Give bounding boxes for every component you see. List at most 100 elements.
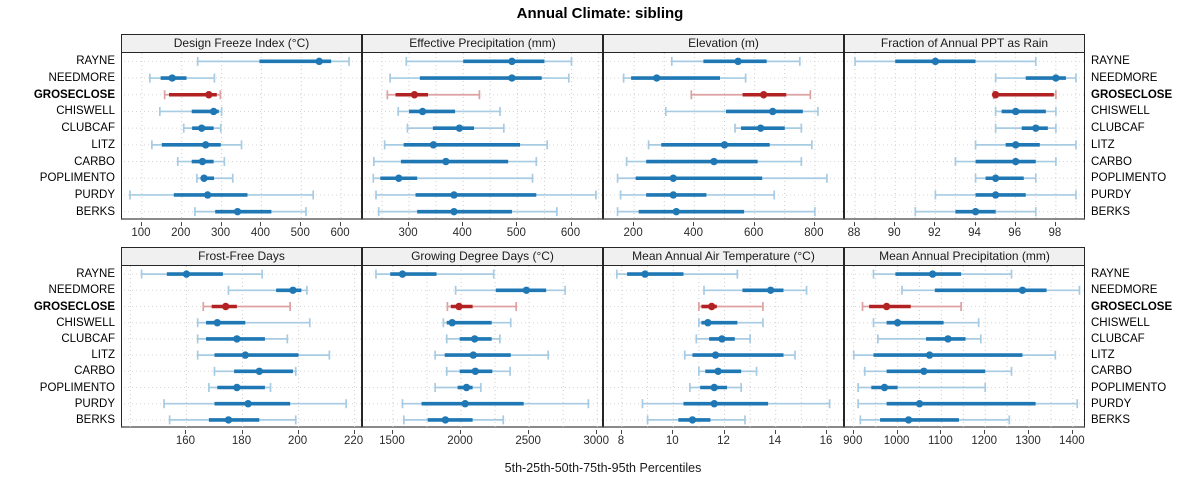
median-point: [893, 319, 902, 327]
median-point: [1012, 157, 1020, 166]
axis-tick-label: 1500: [379, 435, 405, 447]
panel-axis: 200 400 600 800: [603, 222, 844, 240]
axis-tick: [672, 430, 674, 434]
panel-plot: [844, 266, 1085, 428]
axis-tick-label: 1100: [928, 435, 953, 447]
site-label-left: RAYNE: [76, 268, 115, 281]
axis-tick: [570, 222, 572, 226]
axis-tick: [180, 222, 182, 226]
axis-tick-label: 14: [768, 435, 782, 447]
axis-tick: [854, 222, 856, 226]
site-label-right: CARBO: [1091, 365, 1132, 378]
median-point: [669, 191, 677, 199]
axis-tick-label: 400: [250, 227, 270, 239]
site-label-left: CHISWELL: [56, 105, 115, 118]
site-label-right: CARBO: [1091, 155, 1132, 168]
median-point: [471, 367, 480, 375]
panel-header: Elevation (m): [603, 34, 844, 53]
median-point: [944, 335, 952, 343]
median-point: [925, 351, 934, 359]
panel-plot-svg: [365, 53, 602, 220]
median-point: [641, 270, 649, 278]
panel-header: Growing Degree Days (°C): [362, 247, 603, 266]
panel-plot: [121, 266, 362, 428]
site-label-left: CARBO: [74, 365, 115, 378]
median-point: [1052, 74, 1060, 82]
axis-tick-label: 96: [1008, 227, 1022, 239]
panel-axis: 300 400 500 600: [362, 222, 603, 240]
site-label-right: LITZ: [1091, 349, 1115, 362]
median-point: [233, 207, 242, 216]
axis-tick: [340, 222, 342, 226]
axis-tick: [220, 222, 222, 226]
site-label-left: CLUBCAF: [61, 332, 115, 345]
median-point: [991, 91, 1000, 99]
median-point: [710, 383, 718, 392]
median-point: [710, 157, 718, 166]
axis-tick: [940, 430, 942, 434]
median-point: [769, 107, 777, 116]
median-point: [734, 57, 742, 66]
axis-tick: [260, 222, 262, 226]
site-label-left: PURDY: [74, 397, 115, 410]
median-point: [1012, 141, 1020, 149]
axis-tick: [826, 430, 828, 434]
median-point: [1012, 107, 1020, 116]
axis-tick-label: 90: [887, 227, 901, 239]
median-point: [450, 207, 458, 216]
median-point: [704, 319, 712, 327]
median-point: [931, 57, 940, 66]
median-point: [315, 57, 323, 66]
axis-tick: [1014, 222, 1016, 226]
site-label-right: PURDY: [1091, 188, 1132, 201]
axis-tick-label: 100: [131, 227, 151, 239]
site-label-right: CHISWELL: [1091, 316, 1150, 329]
site-label-left: POPLIMENTO: [39, 381, 115, 394]
median-point: [928, 270, 937, 278]
median-point: [904, 416, 913, 424]
site-label-left: CARBO: [74, 155, 115, 168]
panel-axis: 900 1000 1100 1200 1300 1400: [843, 430, 1085, 448]
axis-tick: [408, 222, 410, 226]
median-point: [707, 302, 716, 311]
panel-axis: 1500 2000 2500 3000: [362, 430, 609, 448]
site-label-right: RAYNE: [1091, 268, 1130, 281]
panel-axis: 88 90 92 94 96 98: [844, 222, 1085, 240]
axis-tick-label: 1200: [971, 435, 997, 447]
median-point: [205, 91, 213, 99]
axis-tick-label: 600: [744, 227, 764, 239]
site-label-left: RAYNE: [76, 55, 115, 68]
site-label-right: NEEDMORE: [1091, 284, 1158, 297]
site-label-left: PURDY: [74, 188, 115, 201]
axis-tick: [140, 222, 142, 226]
median-point: [880, 383, 889, 392]
median-point: [688, 416, 697, 424]
median-point: [289, 286, 297, 294]
axis-tick: [693, 222, 695, 226]
site-label-right: POPLIMENTO: [1091, 381, 1167, 394]
median-point: [710, 400, 718, 408]
axis-tick: [353, 430, 355, 434]
axis-tick: [620, 430, 622, 434]
median-point: [241, 351, 250, 359]
panel-plot-svg: [606, 53, 843, 220]
axis-tick-label: 98: [1048, 227, 1062, 239]
axis-tick: [300, 222, 302, 226]
axis-tick: [894, 222, 896, 226]
median-point: [759, 91, 768, 99]
axis-tick: [813, 222, 815, 226]
median-point: [669, 174, 677, 182]
median-point: [168, 74, 176, 82]
median-point: [991, 191, 1000, 199]
axis-tick: [633, 222, 635, 226]
axis-tick-label: 1400: [1059, 435, 1085, 447]
panel-header: Fraction of Annual PPT as Rain: [844, 34, 1085, 53]
axis-tick-label: 2500: [515, 435, 541, 447]
site-label-left: BERKS: [76, 413, 115, 426]
axis-tick-label: 1300: [1015, 435, 1041, 447]
median-point: [441, 416, 450, 424]
median-point: [915, 400, 924, 408]
median-point: [714, 367, 722, 375]
site-label-left: BERKS: [76, 205, 115, 218]
